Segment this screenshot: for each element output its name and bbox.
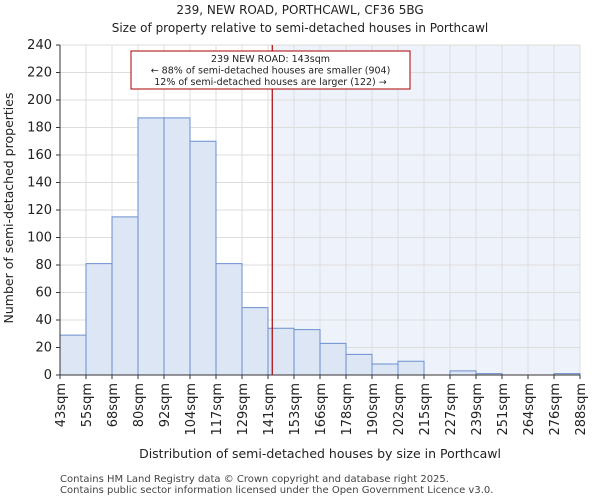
x-tick-label: 202sqm xyxy=(392,383,407,436)
histogram-bar xyxy=(371,363,399,376)
histogram-bar xyxy=(59,334,87,376)
histogram-bar xyxy=(449,370,477,376)
x-tick-label: 178sqm xyxy=(340,383,355,436)
chart-title: 239, NEW ROAD, PORTHCAWL, CF36 5BG xyxy=(176,3,424,17)
annotation-line: ← 88% of semi-detached houses are smalle… xyxy=(151,66,391,77)
x-tick-label: 276sqm xyxy=(548,383,563,436)
x-tick-label: 55sqm xyxy=(80,383,95,427)
x-tick-label: 129sqm xyxy=(236,383,251,436)
x-tick-label: 215sqm xyxy=(418,383,433,436)
x-tick-label: 141sqm xyxy=(262,383,277,436)
y-tick-label: 220 xyxy=(27,66,52,81)
y-tick-label: 120 xyxy=(27,203,52,218)
histogram-bar xyxy=(319,342,347,376)
y-tick-label: 160 xyxy=(27,148,52,163)
x-tick-label: 92sqm xyxy=(158,383,173,427)
x-tick-label: 190sqm xyxy=(366,383,381,436)
annotation-line: 12% of semi-detached houses are larger (… xyxy=(154,77,387,88)
y-tick-label: 60 xyxy=(35,286,52,301)
y-tick-label: 180 xyxy=(27,121,52,136)
histogram-bar xyxy=(85,263,113,376)
y-tick-label: 200 xyxy=(27,93,52,108)
x-tick-label: 288sqm xyxy=(574,383,589,436)
footer-licence: Contains public sector information licen… xyxy=(60,485,494,496)
histogram-bar xyxy=(345,353,373,376)
chart-subtitle: Size of property relative to semi-detach… xyxy=(111,21,489,35)
histogram-bar xyxy=(397,360,425,376)
x-tick-label: 104sqm xyxy=(184,383,199,436)
histogram-bar xyxy=(111,216,139,376)
y-tick-label: 20 xyxy=(35,341,52,356)
footer-copyright: Contains HM Land Registry data © Crown c… xyxy=(60,474,449,485)
x-tick-label: 153sqm xyxy=(288,383,303,436)
y-tick-label: 0 xyxy=(44,368,52,383)
x-tick-label: 227sqm xyxy=(444,383,459,436)
y-tick-label: 80 xyxy=(35,258,52,273)
y-tick-label: 140 xyxy=(27,176,52,191)
annotation-box xyxy=(130,50,411,90)
x-tick-label: 251sqm xyxy=(496,383,511,436)
y-tick-label: 100 xyxy=(27,231,52,246)
histogram-bar xyxy=(163,117,191,376)
histogram-bar xyxy=(293,329,321,376)
y-tick-label: 40 xyxy=(35,313,52,328)
annotation-line: 239 NEW ROAD: 143sqm xyxy=(211,54,330,65)
y-tick-label: 240 xyxy=(27,38,52,53)
x-tick-label: 68sqm xyxy=(106,383,121,427)
x-tick-label: 80sqm xyxy=(132,383,147,427)
x-axis-label: Distribution of semi-detached houses by … xyxy=(139,446,501,461)
histogram-bar xyxy=(189,140,217,376)
histogram-bar xyxy=(137,117,165,376)
y-axis-label: Number of semi-detached properties xyxy=(1,93,16,324)
x-tick-label: 117sqm xyxy=(210,383,225,436)
histogram-bar xyxy=(241,307,269,376)
histogram-bar xyxy=(215,263,243,376)
x-tick-label: 239sqm xyxy=(470,383,485,436)
x-tick-label: 264sqm xyxy=(522,383,537,436)
x-tick-label: 43sqm xyxy=(54,383,69,427)
x-tick-label: 166sqm xyxy=(314,383,329,436)
